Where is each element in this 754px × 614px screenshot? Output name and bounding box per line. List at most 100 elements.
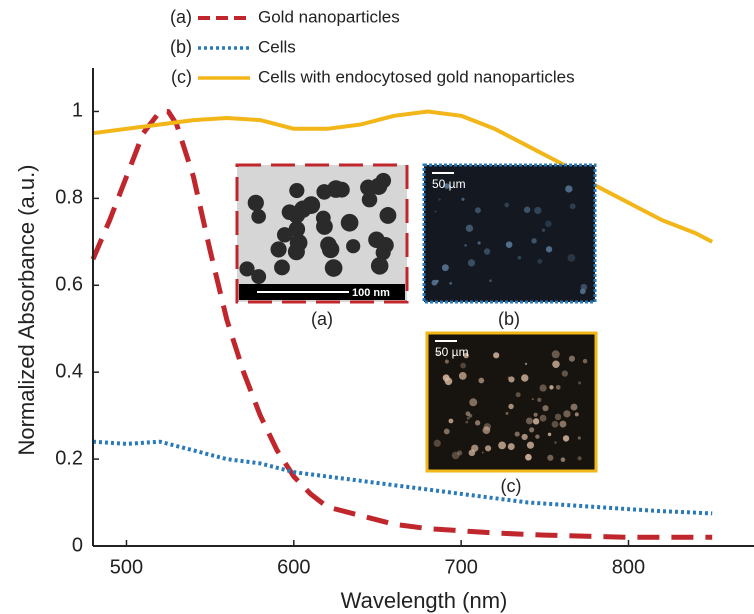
cell-speck bbox=[459, 372, 467, 380]
cell-speck bbox=[452, 452, 460, 460]
cell-speck bbox=[540, 384, 547, 391]
scale-label: 50 µm bbox=[435, 345, 469, 359]
cell-speck bbox=[521, 374, 528, 381]
cell-speck bbox=[535, 434, 539, 438]
cell-speck bbox=[461, 198, 464, 201]
cell-speck bbox=[578, 436, 581, 439]
cell-speck bbox=[475, 207, 481, 213]
cell-speck bbox=[438, 198, 440, 200]
cell-speck bbox=[546, 246, 552, 252]
cell-speck bbox=[436, 280, 439, 283]
cell-speck bbox=[583, 359, 587, 363]
cell-speck bbox=[580, 288, 586, 294]
legend-tag: (c) bbox=[171, 67, 192, 87]
cell-speck bbox=[549, 385, 553, 389]
cell-speck bbox=[478, 241, 481, 244]
cell-speck bbox=[545, 221, 552, 228]
y-tick-label: 0.8 bbox=[55, 187, 83, 209]
cell-speck bbox=[524, 207, 530, 213]
cell-speck bbox=[444, 429, 450, 435]
cell-speck bbox=[527, 442, 534, 449]
particle bbox=[380, 207, 397, 224]
cell-speck bbox=[533, 418, 539, 424]
legend-label: Cells bbox=[258, 37, 296, 56]
cell-speck bbox=[484, 248, 490, 254]
inset-caption: (a) bbox=[311, 309, 333, 329]
chart: Wavelength (nm) Normalized Absorbance (a… bbox=[0, 0, 754, 614]
cell-speck bbox=[563, 410, 570, 417]
cell-speck bbox=[518, 256, 522, 260]
series-line bbox=[93, 442, 712, 514]
cell-speck bbox=[552, 360, 559, 367]
particle bbox=[288, 206, 305, 223]
y-tick-label: 1 bbox=[72, 100, 83, 122]
x-tick-label: 600 bbox=[277, 556, 310, 578]
cell-speck bbox=[482, 426, 490, 434]
y-tick-label: 0.4 bbox=[55, 360, 83, 382]
cell-speck bbox=[552, 350, 560, 358]
cell-speck bbox=[575, 412, 579, 416]
cell-speck bbox=[464, 244, 466, 246]
cell-speck bbox=[434, 440, 441, 447]
x-axis-label: Wavelength (nm) bbox=[341, 588, 508, 613]
y-tick-label: 0.2 bbox=[55, 447, 83, 469]
particle bbox=[274, 260, 290, 276]
particle bbox=[325, 259, 343, 277]
cell-speck bbox=[466, 411, 471, 416]
particle bbox=[271, 241, 287, 257]
particle bbox=[248, 195, 264, 211]
cell-speck bbox=[445, 359, 449, 363]
y-tick-label: 0 bbox=[72, 534, 83, 556]
cell-speck bbox=[537, 398, 541, 402]
cell-speck bbox=[525, 454, 532, 461]
cell-speck bbox=[468, 259, 475, 266]
cell-speck bbox=[516, 392, 521, 397]
cell-speck bbox=[555, 414, 562, 421]
legend-tag: (b) bbox=[170, 37, 192, 57]
cell-speck bbox=[547, 455, 553, 461]
cell-speck bbox=[469, 398, 477, 406]
cell-speck bbox=[504, 203, 509, 208]
inset-caption: (b) bbox=[498, 309, 520, 329]
cell-speck bbox=[449, 419, 454, 424]
cell-speck bbox=[542, 405, 548, 411]
cell-speck bbox=[498, 441, 506, 449]
cell-speck bbox=[578, 456, 582, 460]
inset-caption: (c) bbox=[501, 476, 522, 496]
cell-speck bbox=[508, 404, 513, 409]
y-axis-label: Normalized Absorbance (a.u.) bbox=[14, 164, 39, 455]
cell-speck bbox=[445, 377, 453, 385]
cell-speck bbox=[489, 279, 492, 282]
legend-label: Gold nanoparticles bbox=[258, 7, 400, 26]
cell-speck bbox=[561, 457, 566, 462]
particle bbox=[376, 245, 391, 260]
particle bbox=[277, 227, 292, 242]
x-tick-label: 500 bbox=[110, 556, 143, 578]
cell-speck bbox=[475, 420, 480, 425]
cell-speck bbox=[571, 404, 578, 411]
particle bbox=[316, 218, 333, 235]
x-tick-label: 800 bbox=[612, 556, 645, 578]
cell-speck bbox=[434, 210, 436, 212]
legend-tag: (a) bbox=[170, 7, 192, 27]
cell-speck bbox=[508, 376, 514, 382]
particle bbox=[251, 209, 266, 224]
x-tick-label: 700 bbox=[444, 556, 477, 578]
cell-speck bbox=[534, 207, 541, 214]
cell-speck bbox=[522, 434, 528, 440]
cell-speck bbox=[554, 441, 556, 443]
cell-speck bbox=[568, 254, 576, 262]
cell-speck bbox=[525, 363, 527, 365]
scale-label: 50 µm bbox=[432, 177, 466, 191]
cell-speck bbox=[442, 264, 449, 271]
cell-speck bbox=[526, 418, 533, 425]
cell-speck bbox=[531, 238, 536, 243]
cell-speck bbox=[560, 421, 567, 428]
cell-speck bbox=[562, 370, 568, 376]
cell-speck bbox=[532, 398, 534, 400]
cell-speck bbox=[466, 225, 473, 232]
cell-speck bbox=[465, 421, 468, 424]
cell-speck bbox=[569, 356, 575, 362]
particle bbox=[251, 269, 266, 284]
legend-label: Cells with endocytosed gold nanoparticle… bbox=[258, 67, 575, 86]
